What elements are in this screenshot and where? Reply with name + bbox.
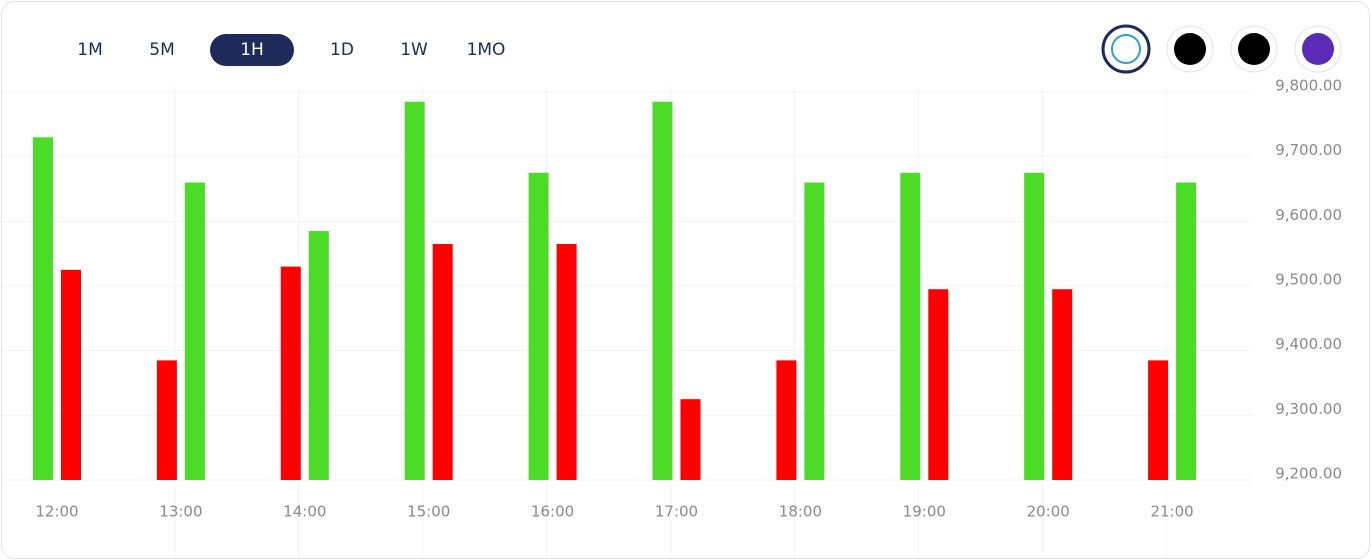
bar xyxy=(1052,289,1073,480)
exchange-icons xyxy=(1101,24,1342,74)
interval-button[interactable]: 1W xyxy=(400,40,428,60)
x-tick-label: 14:00 xyxy=(283,503,326,521)
x-tick-label: 21:00 xyxy=(1150,503,1193,521)
interval-button[interactable]: 1MO xyxy=(467,40,506,60)
bar xyxy=(652,101,673,480)
bar xyxy=(928,289,949,480)
x-tick-label: 20:00 xyxy=(1027,503,1070,521)
x-tick-label: 13:00 xyxy=(159,503,202,521)
y-tick-label: 9,600.00 xyxy=(1275,206,1342,224)
bar xyxy=(432,243,453,480)
bar xyxy=(776,360,797,480)
y-tick-label: 9,500.00 xyxy=(1275,271,1342,289)
x-tick-label: 19:00 xyxy=(903,503,946,521)
bar xyxy=(1148,360,1169,480)
interval-button[interactable]: 1H xyxy=(240,40,264,60)
y-tick-label: 9,300.00 xyxy=(1275,400,1342,418)
x-tick-label: 12:00 xyxy=(35,503,78,521)
bar xyxy=(556,243,577,480)
bar xyxy=(900,172,921,481)
bar xyxy=(280,266,301,480)
bar xyxy=(404,101,425,480)
bar xyxy=(184,182,205,481)
x-tick-label: 16:00 xyxy=(531,503,574,521)
bar xyxy=(61,269,81,480)
bar xyxy=(528,172,549,481)
bar xyxy=(680,399,701,480)
bar xyxy=(1024,172,1045,481)
bar xyxy=(308,231,329,480)
bar xyxy=(804,182,825,481)
y-tick-label: 9,200.00 xyxy=(1275,465,1342,483)
exchange-icon-logo xyxy=(1174,33,1206,65)
interval-button[interactable]: 1M xyxy=(77,40,102,60)
bar xyxy=(1176,182,1197,481)
exchange-icon-logo xyxy=(1302,33,1334,65)
y-tick-label: 9,700.00 xyxy=(1275,141,1342,159)
bar xyxy=(33,137,53,480)
exchange-icon-logo xyxy=(1238,33,1270,65)
x-tick-label: 18:00 xyxy=(779,503,822,521)
y-tick-label: 9,800.00 xyxy=(1275,77,1342,95)
y-tick-label: 9,400.00 xyxy=(1275,335,1342,353)
interval-button[interactable]: 1D xyxy=(330,40,354,60)
bar xyxy=(156,360,177,480)
x-tick-label: 15:00 xyxy=(407,503,450,521)
exchange-icon-logo xyxy=(1111,34,1141,64)
x-tick-label: 17:00 xyxy=(655,503,698,521)
interval-button[interactable]: 5M xyxy=(149,40,174,60)
interval-button-bg[interactable] xyxy=(210,34,294,66)
